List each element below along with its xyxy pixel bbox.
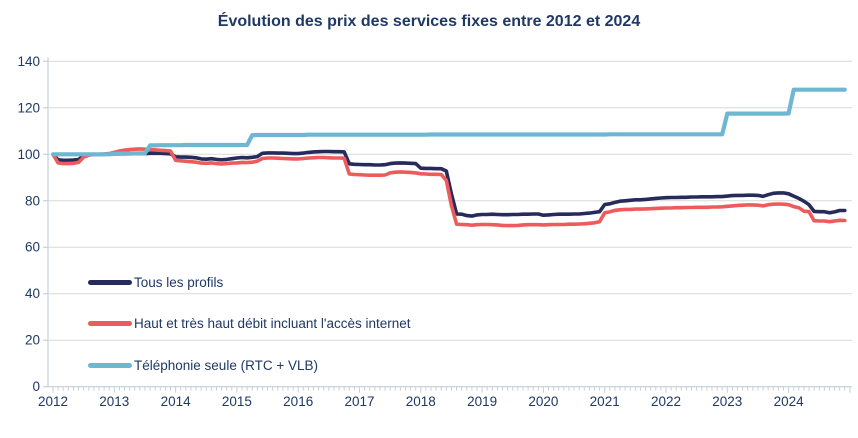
x-tick-label: 2012: [38, 394, 68, 409]
legend-item-haut-debit: Haut et très haut débit incluant l'accès…: [88, 313, 411, 333]
series-line-haut-et-tr-s-haut-d-bit-incluant-l-acc-s-internet: [51, 147, 847, 228]
legend-line-swatch-red: [88, 320, 132, 326]
x-tick-label: 2013: [99, 394, 129, 409]
legend-label: Téléphonie seule (RTC + VLB): [134, 357, 318, 373]
y-tick-label: 40: [25, 286, 40, 301]
y-tick-label: 60: [25, 240, 40, 255]
x-tick-label: 2016: [283, 394, 313, 409]
x-tick-label: 2021: [590, 394, 620, 409]
x-tick-label: 2014: [161, 394, 192, 409]
legend-label: Haut et très haut débit incluant l'accès…: [134, 315, 411, 331]
y-tick-label: 0: [32, 379, 40, 394]
x-tick-label: 2017: [344, 394, 374, 409]
x-tick-label: 2024: [774, 394, 805, 409]
legend-item-telephonie-seule: Téléphonie seule (RTC + VLB): [88, 355, 318, 375]
x-tick-label: 2019: [467, 394, 497, 409]
series-line-tous-les-profils: [51, 149, 847, 218]
y-tick-label: 20: [25, 333, 40, 348]
x-tick-label: 2022: [651, 394, 681, 409]
chart-title: Évolution des prix des services fixes en…: [217, 13, 641, 30]
y-tick-label: 80: [25, 193, 40, 208]
x-tick-label: 2018: [406, 394, 436, 409]
x-tick-label: 2015: [222, 394, 252, 409]
legend-line-swatch-blue: [88, 362, 132, 368]
y-tick-label: 120: [17, 100, 40, 115]
x-tick-label: 2020: [528, 394, 558, 409]
y-tick-label: 140: [17, 54, 40, 69]
legend-label: Tous les profils: [134, 274, 224, 290]
legend-line-swatch-navy: [88, 279, 132, 285]
series-line-t-l-phonie-seule-rtc-vlb-: [50, 87, 847, 157]
y-tick-label: 100: [17, 147, 40, 162]
x-tick-label: 2023: [712, 394, 742, 409]
legend-item-tous-les-profils: Tous les profils: [88, 272, 223, 292]
